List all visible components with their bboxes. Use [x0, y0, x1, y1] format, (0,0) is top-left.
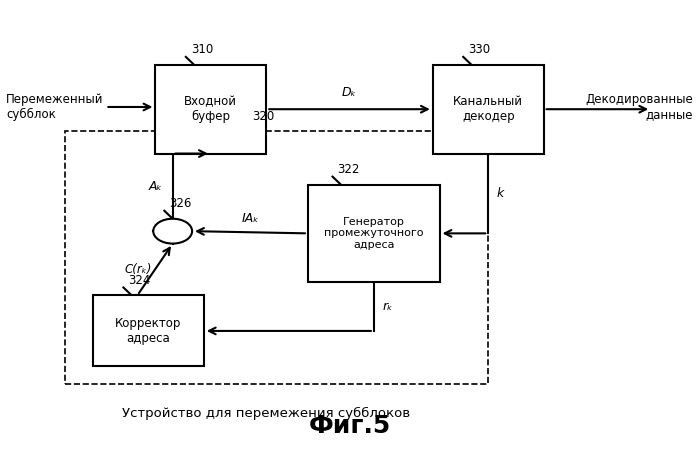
Text: rₖ: rₖ: [382, 300, 393, 313]
Text: 310: 310: [191, 43, 213, 56]
Text: 324: 324: [129, 273, 151, 286]
Text: C(rₖ): C(rₖ): [124, 263, 152, 276]
Bar: [65, 132, 488, 384]
Text: Фиг.5: Фиг.5: [308, 414, 391, 438]
Bar: [308, 185, 440, 282]
Text: Перемеженный
субблок: Перемеженный субблок: [6, 93, 103, 121]
Text: Корректор
адреса: Корректор адреса: [115, 317, 182, 345]
Text: 322: 322: [338, 163, 360, 176]
Text: Канальный
декодер: Канальный декодер: [453, 95, 523, 123]
Text: k: k: [496, 187, 504, 200]
Text: 330: 330: [468, 43, 490, 56]
Bar: [433, 65, 544, 154]
Text: Генератор
промежуточного
адреса: Генератор промежуточного адреса: [324, 217, 424, 250]
Text: Входной
буфер: Входной буфер: [185, 95, 238, 123]
Text: IAₖ: IAₖ: [241, 212, 259, 225]
Bar: [93, 295, 204, 366]
Text: 320: 320: [252, 110, 274, 123]
Text: Dₖ: Dₖ: [342, 87, 357, 99]
Text: Aₖ: Aₖ: [148, 180, 162, 193]
Text: 326: 326: [169, 197, 192, 210]
Text: Декодированные
данные: Декодированные данные: [585, 93, 693, 121]
Circle shape: [153, 219, 192, 243]
Bar: [155, 65, 266, 154]
Text: Устройство для перемежения субблоков: Устройство для перемежения субблоков: [122, 406, 410, 419]
